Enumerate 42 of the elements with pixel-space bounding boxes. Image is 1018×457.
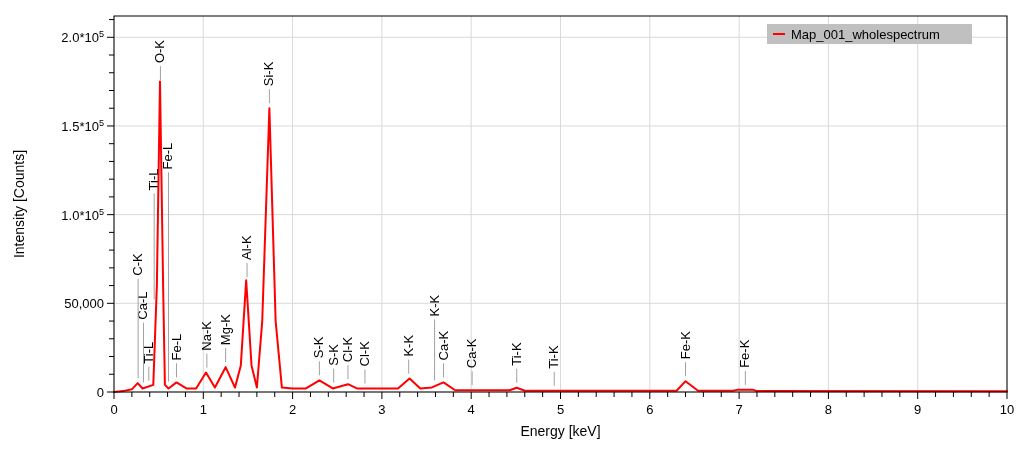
x-tick-label: 0 [110,402,118,417]
ref-line-label: Fe-K [677,330,693,360]
y-tick-label: 50,000 [64,296,104,312]
legend-label: Map_001_wholespectrum [791,27,940,42]
ref-line-label: Si-K [261,61,277,87]
ref-line-label: Ca-L [135,291,151,320]
ref-line-label: Ti-K [508,342,524,366]
y-tick-label: 0 [96,385,104,400]
y-tick-label: 2.0*10$^{5}$ [61,29,104,46]
ref-line-label: Fe-L [160,142,176,170]
ref-line-label: Ti-L [146,168,162,191]
ref-line-label: Ca-K [464,338,480,369]
x-tick-label: 9 [914,402,922,417]
ref-line-label: Na-K [198,320,214,351]
ref-line-label: Fe-L [168,333,184,361]
ref-line-label: S-K [311,336,327,359]
ref-line-label: O-K [152,39,168,64]
ref-line-label: Cl-K [356,340,372,367]
ref-line-label: Ti-L [140,341,156,364]
ref-line-label: C-K [130,253,146,276]
ref-line-label: Ti-K [546,345,562,369]
y-axis-title: Intensity [Counts] [11,149,27,259]
x-tick-label: 2 [288,402,297,417]
x-tick-label: 10 [999,402,1015,417]
x-tick-label: 4 [467,402,475,417]
x-tick-label: 6 [646,402,654,417]
ref-line-label: Fe-K [737,339,753,368]
ref-line-label: S-K [325,343,341,366]
x-tick-label: 7 [735,402,743,417]
x-tick-label: 1 [199,402,207,417]
y-tick-label: 1.5*10$^{5}$ [61,117,104,134]
ref-line-label: K-K [426,294,442,317]
ref-line-label: K-K [400,334,416,357]
x-tick-label: 5 [556,402,565,417]
ref-line-label: Cl-K [339,336,355,363]
x-tick-label: 3 [378,402,386,417]
x-tick-label: 8 [824,402,833,417]
x-axis-title: Energy [keV] [520,423,601,439]
y-tick-label: 1.0*10$^{5}$ [61,206,104,223]
ref-line-label: Al-K [239,235,255,260]
ref-line-label: Mg-K [217,313,233,346]
ref-line-label: Ca-K [435,330,451,361]
